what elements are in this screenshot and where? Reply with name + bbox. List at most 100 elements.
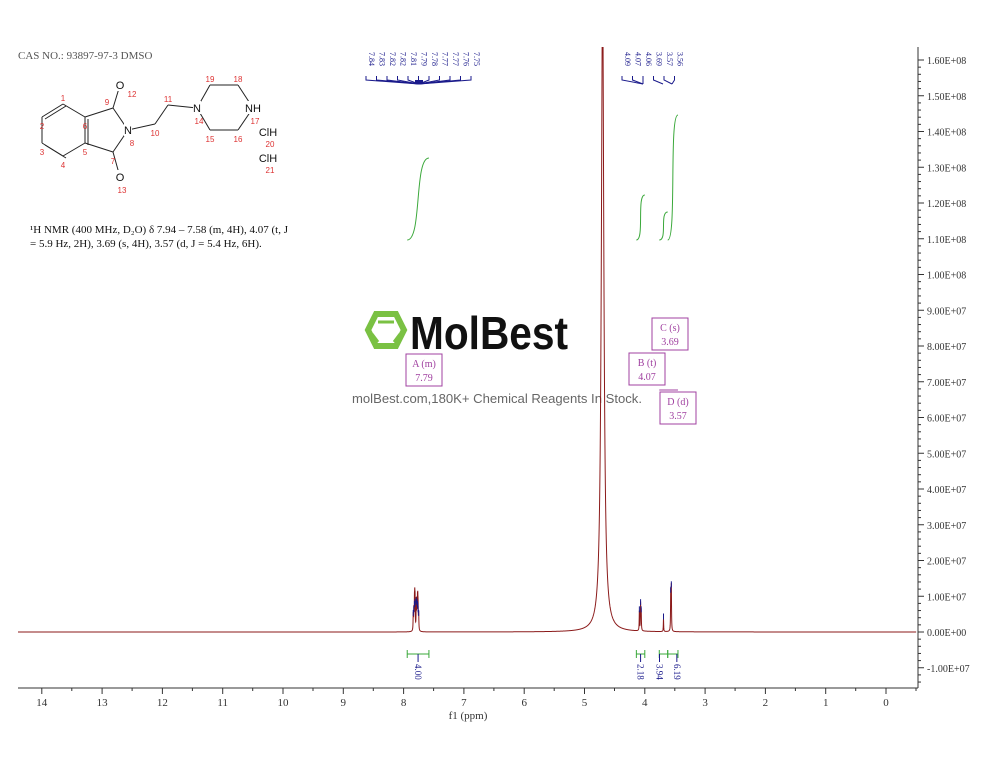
integral-curve [635, 194, 646, 241]
x-tick-label: 10 [278, 697, 290, 709]
x-tick-label: 2 [763, 697, 769, 709]
multiplet-label: D (d) [667, 397, 688, 408]
peak-label: 4.09 [623, 52, 632, 66]
peak-label: 7.84 [367, 52, 376, 66]
x-tick-label: 13 [97, 697, 109, 709]
integral-curve [667, 114, 679, 241]
y-tick-label: 1.00E+07 [927, 592, 966, 603]
integral-curve [407, 157, 430, 241]
peak-label: 7.75 [472, 52, 481, 66]
y-tick-label: 6.00E+07 [927, 414, 966, 425]
multiplet-box [405, 353, 443, 387]
cas-number: CAS NO.: 93897-97-3 DMSO [18, 50, 153, 62]
peak-label: 3.56 [676, 52, 685, 66]
peak-label: 7.76 [462, 52, 471, 66]
x-tick-label: 11 [217, 697, 228, 709]
atom-number: 17 [251, 117, 260, 126]
multiplet-shift: 7.79 [415, 373, 433, 384]
y-tick-label: 7.00E+07 [927, 378, 966, 389]
atom-number: 15 [206, 135, 215, 144]
y-tick-label: 9.00E+07 [927, 306, 966, 317]
multiplet-shift: 3.57 [669, 411, 687, 422]
atom-number: 8 [130, 139, 135, 148]
atom-symbol: N [124, 125, 132, 137]
x-tick-label: 0 [883, 697, 889, 709]
peak-label-connector [621, 76, 644, 85]
integral-value: 6.19 [672, 664, 682, 680]
y-tick-label: 1.10E+08 [927, 235, 966, 246]
bond [62, 142, 86, 157]
atom-symbol: O [116, 80, 125, 92]
atom-symbol: O [116, 172, 125, 184]
atom-number: 13 [118, 186, 127, 195]
atom-number: 21 [266, 166, 275, 175]
atom-number: 19 [206, 75, 215, 84]
atom-number: 14 [195, 117, 204, 126]
x-tick-label: 8 [401, 697, 407, 709]
y-tick-label: -1.00E+07 [927, 664, 970, 675]
x-tick-label: 1 [823, 697, 829, 709]
bond [62, 103, 86, 118]
peak-label: 4.06 [644, 52, 653, 66]
peak-label-connector [632, 76, 644, 85]
atom-number: 10 [151, 129, 160, 138]
atom-number: 7 [111, 157, 116, 166]
logo-wordmark: MolBest [410, 307, 568, 359]
peak-label: 7.78 [430, 52, 439, 66]
multiplet-shift: 3.69 [661, 337, 679, 348]
bond [154, 104, 169, 125]
atom-number: 5 [83, 148, 88, 157]
x-tick-label: 4 [642, 697, 648, 709]
multiplet-box [628, 352, 666, 386]
x-tick-label: 12 [157, 697, 168, 709]
atom-symbol: ClH [259, 153, 277, 165]
bond [41, 103, 64, 118]
y-tick-label: 0.00E+00 [927, 628, 966, 639]
peak-label-connector [653, 76, 664, 85]
atom-number: 9 [105, 98, 110, 107]
integral-value: 4.00 [413, 664, 423, 680]
peak-label: 7.82 [399, 52, 408, 66]
peak-label-connector [418, 76, 472, 85]
atom-number: 1 [61, 94, 66, 103]
peak-label: 3.69 [655, 52, 664, 66]
y-tick-label: 8.00E+07 [927, 342, 966, 353]
atom-symbol: ClH [259, 127, 277, 139]
peak-label: 3.57 [665, 52, 674, 66]
multiplet-label: A (m) [412, 359, 436, 370]
y-tick-label: 1.40E+08 [927, 128, 966, 139]
atom-number: 16 [234, 135, 243, 144]
x-tick-label: 6 [521, 697, 527, 709]
peak-label-connector [663, 76, 673, 85]
molbest-logo: MolBest molBest.com,180K+ Chemical Reage… [352, 307, 642, 406]
multiplet-box [659, 391, 697, 425]
nmr-description-line2: = 5.9 Hz, 2H), 3.69 (s, 4H), 3.57 (d, J … [30, 238, 262, 250]
bond [127, 123, 156, 131]
peak-label: 7.83 [378, 52, 387, 66]
atom-number: 2 [40, 122, 45, 131]
y-tick-label: 4.00E+07 [927, 485, 966, 496]
peak-label: 4.07 [634, 52, 643, 66]
bond [84, 107, 114, 118]
spectrum-line [18, 47, 917, 633]
atom-symbol: NH [245, 103, 261, 115]
y-tick-label: 1.20E+08 [927, 199, 966, 210]
atom-number: 18 [234, 75, 243, 84]
atom-number: 6 [83, 122, 88, 131]
atom-symbol: N [193, 103, 201, 115]
x-tick-label: 3 [702, 697, 708, 709]
x-tick-label: 9 [341, 697, 347, 709]
multiplet-label: C (s) [660, 323, 680, 334]
atom-number: 11 [164, 95, 173, 104]
integral-value: 3.94 [654, 664, 664, 680]
peak-label: 7.79 [420, 52, 429, 66]
logo-hexagon-icon [364, 311, 408, 349]
multiplet-shift: 4.07 [638, 372, 656, 383]
peak-label-connector [671, 76, 675, 85]
peak-label: 7.81 [409, 52, 418, 66]
bond [167, 104, 198, 109]
peak-label-connector [386, 76, 420, 85]
atom-number: 12 [128, 90, 137, 99]
watermark-tagline: molBest.com,180K+ Chemical Reagents In S… [352, 391, 642, 406]
